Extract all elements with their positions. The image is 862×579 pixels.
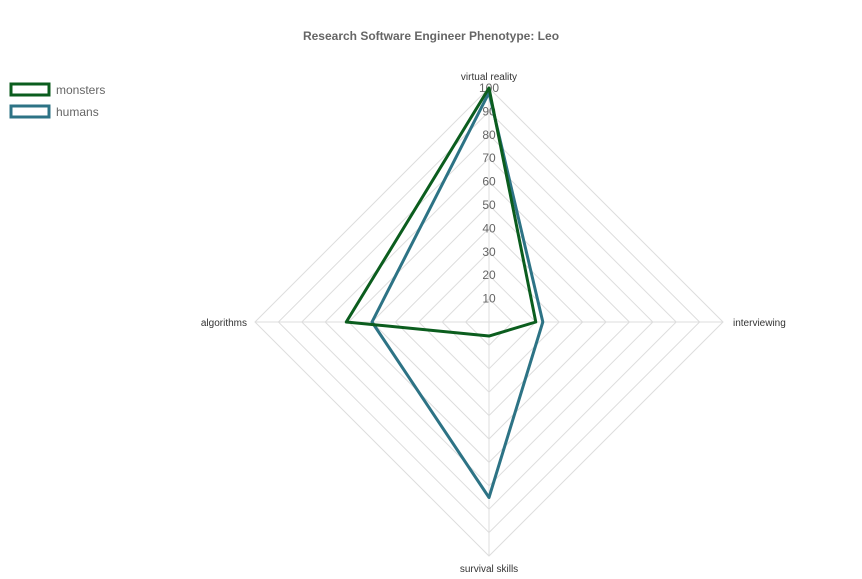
r-tick-label: 70 <box>482 151 496 165</box>
r-tick-label: 20 <box>482 268 496 282</box>
axis-label-3: algorithms <box>201 318 247 329</box>
series-polygon-monsters <box>344 86 538 338</box>
r-tick-label: 60 <box>482 175 496 189</box>
r-tick-label: 30 <box>482 245 496 259</box>
axis-label-2: survival skills <box>460 564 518 574</box>
legend-label-monsters[interactable]: monsters <box>56 83 105 97</box>
legend: monsters humans <box>9 82 105 119</box>
r-tick-label: 40 <box>482 221 496 235</box>
series-layer <box>344 86 545 499</box>
r-tick-label: 50 <box>482 198 496 212</box>
chart-title: Research Software Engineer Phenotype: Le… <box>303 29 559 43</box>
legend-swatch-monsters[interactable] <box>9 82 51 97</box>
r-tick-label: 80 <box>482 128 496 142</box>
axis-labels-layer: virtual reality interviewing survival skil… <box>201 72 786 575</box>
legend-swatch-humans[interactable] <box>9 104 51 119</box>
axis-label-1: interviewing <box>733 318 786 329</box>
r-tick-label: 10 <box>482 292 496 306</box>
axis-label-0: virtual reality <box>461 72 517 83</box>
legend-label-humans[interactable]: humans <box>56 105 99 119</box>
series-polygon-humans <box>370 91 545 499</box>
